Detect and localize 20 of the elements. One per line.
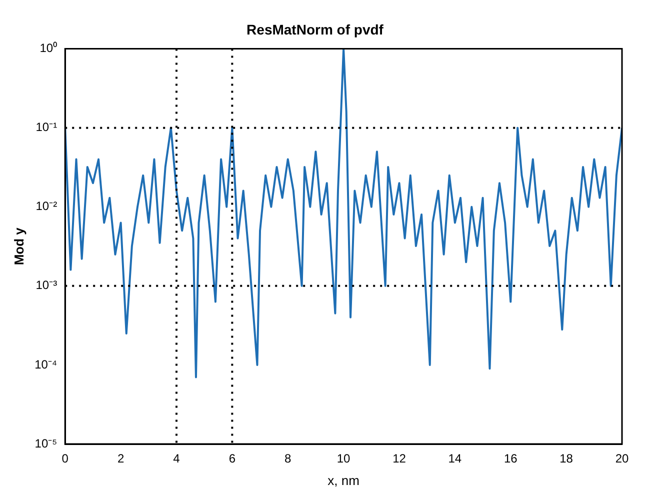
y-tick-label: 10⁻¹ — [36, 120, 58, 134]
x-tick-label: 20 — [615, 452, 629, 466]
y-axis-title: Mod y — [11, 226, 26, 266]
y-tick-label: 10⁻² — [36, 199, 58, 214]
y-tick-label: 10⁰ — [40, 41, 58, 56]
y-tick-label: 10⁻⁴ — [34, 357, 58, 372]
y-tick-label: 10⁻³ — [36, 278, 58, 292]
y-tick-label: 10⁻⁵ — [34, 436, 58, 450]
x-tick-label: 10 — [336, 452, 351, 466]
x-tick-label: 8 — [284, 452, 292, 466]
x-tick-label: 12 — [392, 452, 406, 466]
chart-title: ResMatNorm of pvdf — [246, 21, 384, 38]
x-tick-label: 14 — [448, 452, 462, 466]
x-tick-label: 0 — [62, 452, 69, 466]
x-tick-label: 18 — [560, 452, 574, 466]
x-tick-label: 2 — [117, 452, 124, 466]
x-tick-label: 16 — [504, 452, 518, 466]
x-tick-label: 6 — [228, 452, 236, 466]
x-axis-title: x, nm — [328, 472, 360, 488]
x-tick-label: 4 — [173, 452, 180, 466]
